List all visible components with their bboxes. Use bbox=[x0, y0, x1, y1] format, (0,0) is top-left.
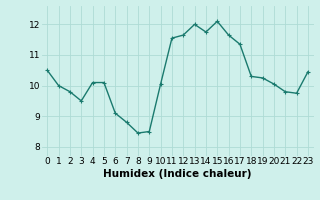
X-axis label: Humidex (Indice chaleur): Humidex (Indice chaleur) bbox=[103, 169, 252, 179]
